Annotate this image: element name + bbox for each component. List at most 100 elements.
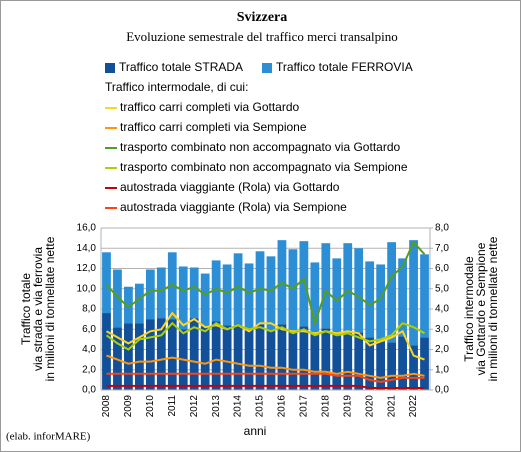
- x-tick-label: 2016: [277, 395, 288, 418]
- x-tick-label: 2014: [233, 395, 244, 418]
- y-axis-title: in milioni di tonnellate nette: [43, 236, 57, 381]
- source-note: (elab. inforMARE): [6, 431, 91, 443]
- bar: [420, 254, 429, 338]
- x-tick-label: 2020: [364, 395, 375, 418]
- bar: [365, 337, 375, 390]
- y-tick-label: 0,0: [82, 385, 96, 396]
- bar: [255, 324, 265, 390]
- bar: [387, 342, 397, 390]
- bar: [156, 318, 166, 390]
- line-series: [105, 321, 425, 351]
- bar: [189, 267, 199, 319]
- legend-label: autostrada viaggiante (Rola) via Sempion…: [120, 200, 347, 214]
- bar: [266, 256, 276, 331]
- y2-tick-label: 6,0: [435, 263, 449, 274]
- legend-label: traffico carri completi via Sempione: [120, 120, 307, 134]
- x-tick-label: 2019: [342, 395, 353, 418]
- legend-swatch: [105, 63, 115, 73]
- line-series: [106, 311, 425, 361]
- x-tick-label: 2009: [123, 395, 134, 418]
- line-series: [105, 240, 426, 327]
- line-series: [106, 354, 425, 379]
- bar: [354, 332, 364, 390]
- bar: [299, 326, 309, 390]
- bar: [233, 326, 243, 390]
- y2-tick-label: 5,0: [435, 283, 449, 294]
- bar: [332, 332, 342, 390]
- bar: [266, 330, 276, 390]
- bar: [398, 258, 407, 337]
- bar: [310, 262, 320, 333]
- legend-heading: Traffico intermodale, di cui:: [105, 80, 248, 94]
- bar: [200, 326, 210, 390]
- y2-tick-label: 4,0: [435, 304, 449, 315]
- legend-label: traffico carri completi via Gottardo: [120, 100, 300, 114]
- chart-subtitle: Evoluzione semestrale del traffico merci…: [126, 29, 398, 44]
- y-axis-title: via strada e via ferrovia: [31, 247, 45, 371]
- bar: [211, 260, 221, 322]
- bar: [156, 267, 166, 319]
- bar: [134, 323, 144, 390]
- bar: [102, 313, 111, 390]
- bar: [222, 264, 232, 326]
- x-tick-label: 2008: [101, 395, 112, 418]
- x-tick-label: 2011: [167, 395, 178, 417]
- y-tick-label: 10,0: [77, 283, 97, 294]
- bar: [321, 328, 331, 390]
- legend-label: trasporto combinato non accompagnato via…: [120, 160, 408, 174]
- bar: [343, 331, 353, 390]
- y-tick-label: 6,0: [82, 324, 96, 335]
- bar: [321, 243, 331, 329]
- y2-axis-title: via Gottardo e Sempione: [474, 242, 488, 375]
- y2-tick-label: 2,0: [435, 344, 449, 355]
- x-tick-label: 2017: [299, 395, 310, 418]
- legend-label: autostrada viaggiante (Rola) via Gottard…: [120, 180, 340, 194]
- bar: [200, 273, 210, 327]
- x-axis-title: anni: [244, 424, 267, 438]
- bar: [145, 269, 155, 320]
- x-tick-label: 2010: [145, 395, 156, 418]
- bar: [277, 324, 287, 390]
- y2-tick-label: 1,0: [435, 364, 449, 375]
- legend-label: Traffico totale STRADA: [119, 60, 243, 74]
- bar: [178, 266, 188, 330]
- bar: [354, 248, 364, 333]
- y-axis-title: Traffico totale: [19, 273, 33, 345]
- bar: [102, 252, 111, 314]
- bar: [211, 321, 221, 390]
- bar: [299, 241, 309, 327]
- y2-axis-title: in milioni di tonnellate nette: [486, 236, 500, 381]
- legend-swatch: [262, 63, 272, 73]
- bar: [332, 258, 342, 333]
- bar: [420, 337, 429, 390]
- bar: [288, 331, 298, 390]
- bar: [145, 319, 155, 390]
- y2-tick-label: 7,0: [435, 243, 449, 254]
- x-tick-label: 2021: [386, 395, 397, 418]
- y2-axis-title: Traffico intermodale: [462, 256, 476, 362]
- legend-label: trasporto combinato non accompagnato via…: [120, 140, 400, 154]
- y-tick-label: 16,0: [77, 223, 97, 234]
- x-tick-label: 2013: [211, 395, 222, 418]
- bar: [398, 336, 407, 390]
- bar: [244, 263, 254, 330]
- y-tick-label: 12,0: [77, 263, 97, 274]
- chart-title: Svizzera: [237, 10, 288, 25]
- x-tick-label: 2018: [320, 395, 331, 418]
- bar: [233, 253, 243, 327]
- bar: [409, 345, 418, 390]
- bar: [343, 243, 353, 332]
- x-tick-label: 2012: [189, 395, 200, 418]
- x-tick-label: 2015: [255, 395, 266, 418]
- x-tick-label: 2022: [408, 395, 419, 418]
- bar: [189, 318, 199, 390]
- bar: [365, 261, 375, 338]
- y-tick-label: 14,0: [77, 243, 97, 254]
- y2-tick-label: 8,0: [435, 223, 449, 234]
- y2-tick-label: 3,0: [435, 324, 449, 335]
- bar: [113, 269, 122, 328]
- bar: [255, 251, 265, 325]
- line-series: [106, 372, 425, 383]
- bar: [288, 249, 298, 332]
